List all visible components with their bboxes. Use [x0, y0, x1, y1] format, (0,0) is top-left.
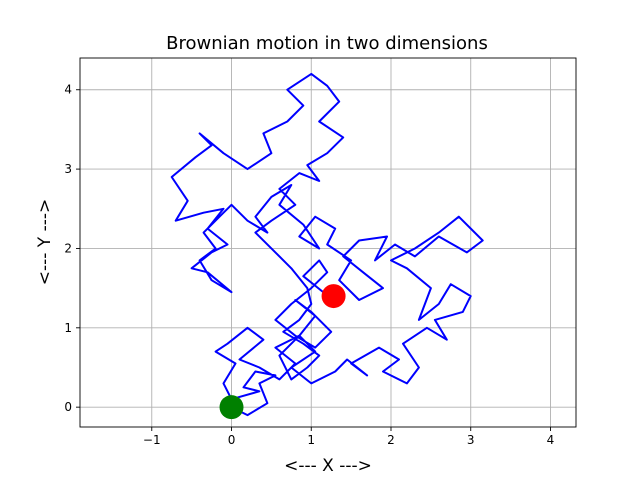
marker-layer [219, 284, 346, 420]
series-layer [170, 72, 484, 417]
start-point-marker [219, 395, 244, 420]
x-tick-label: 2 [387, 433, 395, 447]
chart-title: Brownian motion in two dimensions [166, 33, 488, 54]
y-axis-label: <--- Y ---> [35, 199, 55, 286]
end-point-marker [321, 284, 346, 309]
grid [80, 58, 576, 427]
y-tick-label: 4 [64, 83, 72, 97]
y-tick-label: 2 [64, 241, 72, 255]
y-tick-label: 0 [64, 400, 72, 414]
x-tick-label: 4 [547, 433, 555, 447]
y-tick-label: 3 [64, 162, 72, 176]
x-tick-label: 0 [228, 433, 236, 447]
x-tick-label: 1 [307, 433, 315, 447]
random-walk-line [170, 72, 484, 417]
x-axis-label: <--- X ---> [284, 456, 372, 476]
plot-frame [79, 57, 577, 428]
x-tick-label: −1 [143, 433, 161, 447]
tick-layer: −1 0 1 2 3 4 0 1 2 3 4 [64, 83, 554, 447]
y-tick-label: 1 [64, 321, 72, 335]
x-tick-label: 3 [467, 433, 475, 447]
